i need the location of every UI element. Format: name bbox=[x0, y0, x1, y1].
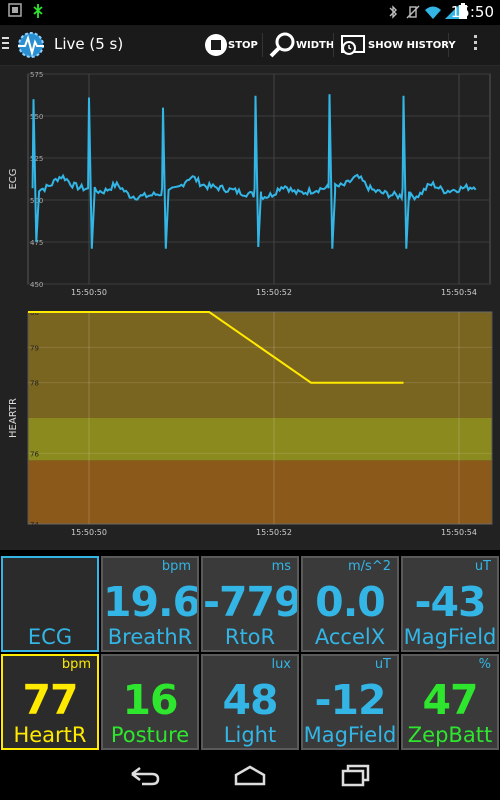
heartr-series-line bbox=[28, 311, 404, 384]
battery-icon bbox=[458, 2, 468, 24]
tile-zepbatt[interactable]: % 47 ZepBatt bbox=[401, 654, 499, 750]
tile-label: HeartR bbox=[13, 723, 87, 747]
app-logo-icon[interactable] bbox=[14, 29, 48, 65]
tile-label: ZepBatt bbox=[407, 723, 493, 747]
tile-posture[interactable]: 16 Posture bbox=[101, 654, 199, 750]
ecg-y-tick: 475 bbox=[30, 239, 43, 247]
width-button[interactable]: WIDTH bbox=[268, 31, 334, 59]
tile-value: -779 bbox=[203, 578, 299, 626]
tile-magfield-1[interactable]: uT -43 MagField bbox=[401, 556, 499, 652]
ecg-chart-svg: 575 550 525 500 475 450 15:50:50 15:50:52 15:50:… bbox=[8, 71, 491, 297]
ecg-y-label: ECG bbox=[8, 168, 19, 189]
signal-icon bbox=[444, 4, 460, 24]
tile-label: ECG bbox=[27, 625, 73, 649]
divider bbox=[262, 33, 263, 57]
tile-unit: ms bbox=[271, 559, 291, 574]
tile-magfield-2[interactable]: uT -12 MagField bbox=[301, 654, 399, 750]
tile-label: RtoR bbox=[224, 625, 276, 649]
tile-breathr[interactable]: bpm 19.6 BreathR bbox=[101, 556, 199, 652]
tile-light[interactable]: lux 48 Light bbox=[201, 654, 299, 750]
heartr-x-tick: 15:50:50 bbox=[71, 528, 107, 537]
drawer-icon[interactable] bbox=[2, 37, 9, 52]
heartr-y-tick: 78 bbox=[30, 380, 39, 388]
heartr-y-label: HEARTR bbox=[8, 398, 19, 438]
tile-value: 77 bbox=[22, 676, 78, 724]
heartr-zone-band bbox=[28, 460, 492, 524]
heartr-x-tick: 15:50:54 bbox=[441, 528, 477, 537]
tile-value: 0.0 bbox=[315, 578, 386, 626]
wifi-icon bbox=[424, 4, 442, 24]
ecg-x-tick: 15:50:52 bbox=[256, 288, 292, 297]
page-title: Live (5 s) bbox=[54, 35, 124, 53]
heartr-y-tick: 79 bbox=[30, 344, 39, 352]
heartr-plot-area bbox=[27, 311, 493, 525]
tile-label: Light bbox=[223, 723, 277, 747]
tile-label: MagField bbox=[403, 625, 497, 649]
stop-icon bbox=[205, 34, 227, 56]
ecg-y-tick: 450 bbox=[30, 281, 43, 289]
stop-label: STOP bbox=[228, 39, 258, 51]
tile-label: BreathR bbox=[107, 625, 193, 649]
ecg-y-tick: 575 bbox=[30, 71, 43, 79]
tile-value: 19.6 bbox=[103, 578, 199, 626]
ecg-y-tick: 550 bbox=[30, 113, 43, 121]
tile-value: 48 bbox=[222, 676, 278, 724]
ecg-series-line bbox=[31, 94, 477, 249]
sensor-tiles: ECG bpm 19.6 BreathR ms -779 RtoR m/s^2 0.0 Accel… bbox=[0, 556, 500, 752]
tile-label: MagField bbox=[303, 723, 397, 747]
ecg-y-tick: 500 bbox=[30, 197, 43, 205]
tile-accelx[interactable]: m/s^2 0.0 AccelX bbox=[301, 556, 399, 652]
divider bbox=[333, 33, 334, 57]
tile-ecg[interactable]: ECG bbox=[1, 556, 99, 652]
heartr-zone-band bbox=[28, 312, 492, 418]
tile-label: AccelX bbox=[314, 625, 386, 649]
navigation-bar bbox=[0, 752, 500, 800]
android-debug-icon bbox=[32, 3, 44, 23]
tile-unit: uT bbox=[474, 559, 491, 574]
recents-icon[interactable] bbox=[340, 764, 372, 792]
show-history-button[interactable]: SHOW HISTORY bbox=[340, 31, 456, 59]
status-bar: 15:50 bbox=[0, 0, 500, 25]
chart-area: 575 550 525 500 475 450 15:50:50 15:50:52 15:50:… bbox=[0, 66, 500, 550]
notification-icon bbox=[8, 2, 22, 22]
tile-unit: bpm bbox=[161, 559, 191, 574]
tile-unit: bpm bbox=[61, 657, 91, 672]
tile-value: -12 bbox=[314, 676, 386, 724]
tile-value: 16 bbox=[122, 676, 178, 724]
tile-heartr[interactable]: bpm 77 HeartR bbox=[1, 654, 99, 750]
heartr-x-tick: 15:50:52 bbox=[256, 528, 292, 537]
ecg-plot-area bbox=[27, 73, 491, 285]
heartr-y-tick: 74 bbox=[30, 521, 39, 529]
tile-rtor[interactable]: ms -779 RtoR bbox=[201, 556, 299, 652]
magnifier-icon bbox=[269, 32, 295, 58]
ecg-x-tick: 15:50:50 bbox=[71, 288, 107, 297]
back-icon[interactable] bbox=[128, 766, 162, 790]
divider bbox=[448, 33, 449, 57]
bluetooth-icon bbox=[388, 4, 398, 24]
action-bar: Live (5 s) STOP WIDTH SHOW HISTORY bbox=[0, 25, 500, 66]
tile-unit: lux bbox=[271, 657, 291, 672]
tile-unit: % bbox=[478, 657, 491, 672]
tile-value: 47 bbox=[422, 676, 478, 724]
ecg-y-tick: 525 bbox=[30, 155, 43, 163]
home-icon[interactable] bbox=[232, 764, 268, 792]
width-label: WIDTH bbox=[296, 39, 335, 51]
clock: 15:50 bbox=[450, 3, 494, 21]
overflow-menu-icon[interactable] bbox=[474, 35, 478, 53]
ecg-x-tick: 15:50:54 bbox=[441, 288, 477, 297]
heartr-y-tick: 76 bbox=[30, 450, 39, 458]
vibrate-off-icon bbox=[406, 4, 420, 24]
heartr-zone-band bbox=[28, 418, 492, 461]
tile-label: Posture bbox=[110, 723, 190, 747]
stop-button[interactable]: STOP bbox=[204, 31, 258, 59]
tile-value: -43 bbox=[414, 578, 486, 626]
tile-unit: m/s^2 bbox=[348, 559, 391, 574]
history-icon bbox=[341, 35, 365, 55]
show-history-label: SHOW HISTORY bbox=[368, 39, 456, 51]
tile-unit: uT bbox=[374, 657, 391, 672]
